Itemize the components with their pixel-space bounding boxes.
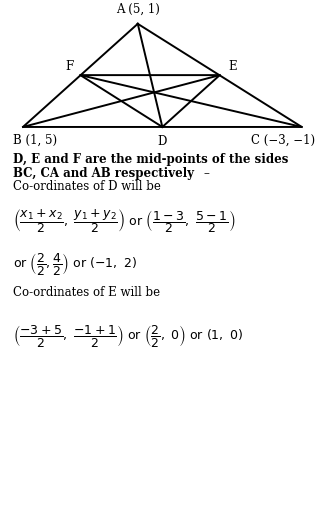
Text: $\mathrm{or\ }\left(\dfrac{2}{2},\dfrac{4}{2}\right)$$\mathrm{\ or\ }(-1,\ 2)$: $\mathrm{or\ }\left(\dfrac{2}{2},\dfrac{… <box>13 251 137 277</box>
Text: B (1, 5): B (1, 5) <box>13 133 57 147</box>
Text: E: E <box>228 60 236 73</box>
Text: D: D <box>158 135 167 148</box>
Text: BC, CA and AB respectively: BC, CA and AB respectively <box>13 167 194 180</box>
Text: C (−3, −1): C (−3, −1) <box>251 133 315 147</box>
Text: –: – <box>203 167 209 180</box>
Text: $\left(\dfrac{-3+5}{2},\ \dfrac{-1+1}{2}\right)$$\mathrm{\ or\ }$$\left(\dfrac{2: $\left(\dfrac{-3+5}{2},\ \dfrac{-1+1}{2}… <box>13 323 243 349</box>
Text: Co-ordinates of E will be: Co-ordinates of E will be <box>13 286 160 299</box>
Text: Co-ordinates of D will be: Co-ordinates of D will be <box>13 180 161 193</box>
Text: D, E and F are the mid-points of the sides: D, E and F are the mid-points of the sid… <box>13 153 289 167</box>
Text: $\left(\dfrac{x_1+x_2}{2},\ \dfrac{y_1+y_2}{2}\right)$$\mathrm{\ or\ }$$\left(\d: $\left(\dfrac{x_1+x_2}{2},\ \dfrac{y_1+y… <box>13 207 236 235</box>
Text: A (5, 1): A (5, 1) <box>116 3 160 16</box>
Text: F: F <box>66 60 74 73</box>
